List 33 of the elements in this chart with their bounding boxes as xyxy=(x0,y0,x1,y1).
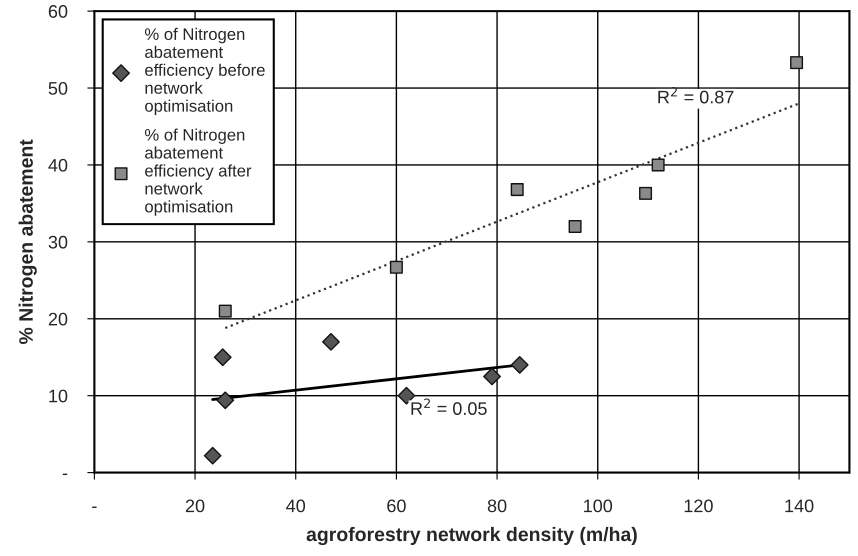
legend-label: % of Nitrogen abatement efficiency after network optimisation xyxy=(144,128,252,216)
x-axis-title: agroforestry network density (m/ha) xyxy=(306,526,637,546)
point xyxy=(652,158,665,172)
x-tick-label: 100 xyxy=(584,499,612,512)
point xyxy=(568,220,582,233)
x-tick-label: 80 xyxy=(488,499,506,512)
y-tick-label: 60 xyxy=(48,5,68,18)
x-tick-label: 40 xyxy=(286,499,306,512)
x-tick-label: 140 xyxy=(785,499,814,512)
point xyxy=(322,332,340,351)
x-tick-label: 60 xyxy=(387,499,406,512)
point xyxy=(214,348,232,366)
legend-label: % of Nitrogen abatement efficiency before network optimisation xyxy=(144,28,265,116)
y-tick-label: 40 xyxy=(48,158,68,172)
y-axis-title: % Nitrogen abatement xyxy=(18,139,37,344)
point xyxy=(639,186,652,200)
x-tick-label: 20 xyxy=(186,499,204,512)
point xyxy=(483,368,501,386)
x-tick-label: 120 xyxy=(684,499,713,512)
point xyxy=(218,304,232,318)
annotation: R$^{2}$ = 0.87 xyxy=(658,86,734,104)
point xyxy=(510,356,529,374)
y-tick-label: 30 xyxy=(48,236,68,249)
point xyxy=(790,56,804,70)
point xyxy=(216,391,234,410)
point xyxy=(390,260,403,274)
y-tick-label: 10 xyxy=(49,390,68,402)
annotation: R$^{2}$ = 0.05 xyxy=(411,398,487,415)
point xyxy=(510,183,524,196)
point xyxy=(204,446,222,465)
y-tick-label: 50 xyxy=(48,82,68,95)
y-tick-label: - xyxy=(62,474,68,476)
y-tick-label: 20 xyxy=(48,312,68,326)
